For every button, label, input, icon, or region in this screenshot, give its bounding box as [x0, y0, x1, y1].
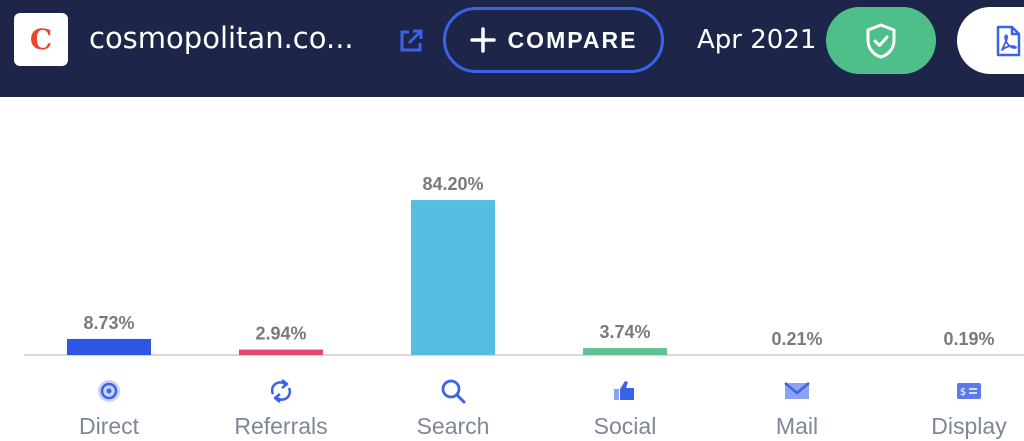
- bar-social[interactable]: [583, 348, 667, 355]
- display-icon: $: [957, 383, 981, 399]
- category-label-mail: Mail: [776, 413, 818, 439]
- svg-text:$: $: [960, 387, 966, 398]
- category-label-search: Search: [417, 413, 490, 439]
- bar-search[interactable]: [411, 200, 495, 355]
- mail-icon: [784, 382, 810, 399]
- bar-referrals[interactable]: [239, 349, 323, 355]
- site-name: cosmopolitan.co...: [89, 21, 354, 55]
- plus-icon: [469, 27, 496, 53]
- social-icon: [614, 381, 634, 400]
- logo-letter: C: [29, 22, 53, 56]
- value-label-display: 0.19%: [943, 329, 994, 349]
- category-label-referrals: Referrals: [234, 413, 327, 439]
- direct-icon: [98, 380, 120, 402]
- value-label-referrals: 2.94%: [255, 324, 306, 344]
- referrals-icon: [270, 379, 292, 403]
- site-logo: C: [14, 13, 68, 66]
- top-bar: C cosmopolitan.co... COMPARE Apr 2021: [0, 0, 1024, 97]
- value-label-social: 3.74%: [599, 322, 650, 342]
- shield-check-icon: [866, 23, 896, 58]
- traffic-sources-chart: 8.73% Direct 2.94% Referrals 84.20% Search 3.7…: [24, 174, 1024, 439]
- search-icon: [441, 379, 466, 404]
- external-link-icon[interactable]: [396, 26, 426, 56]
- date-selector[interactable]: Apr 2021: [697, 25, 817, 55]
- value-label-search: 84.20%: [422, 174, 483, 194]
- compare-button[interactable]: COMPARE: [443, 7, 664, 73]
- category-label-social: Social: [594, 413, 657, 439]
- value-label-mail: 0.21%: [771, 329, 822, 349]
- bar-direct[interactable]: [67, 338, 151, 355]
- pdf-export-button[interactable]: [957, 7, 1024, 74]
- pdf-icon: [996, 25, 1021, 57]
- verified-data-button[interactable]: [826, 7, 936, 74]
- value-label-direct: 8.73%: [83, 313, 134, 333]
- category-label-direct: Direct: [79, 413, 140, 439]
- category-label-display: Display: [931, 413, 1007, 439]
- compare-label: COMPARE: [507, 26, 638, 53]
